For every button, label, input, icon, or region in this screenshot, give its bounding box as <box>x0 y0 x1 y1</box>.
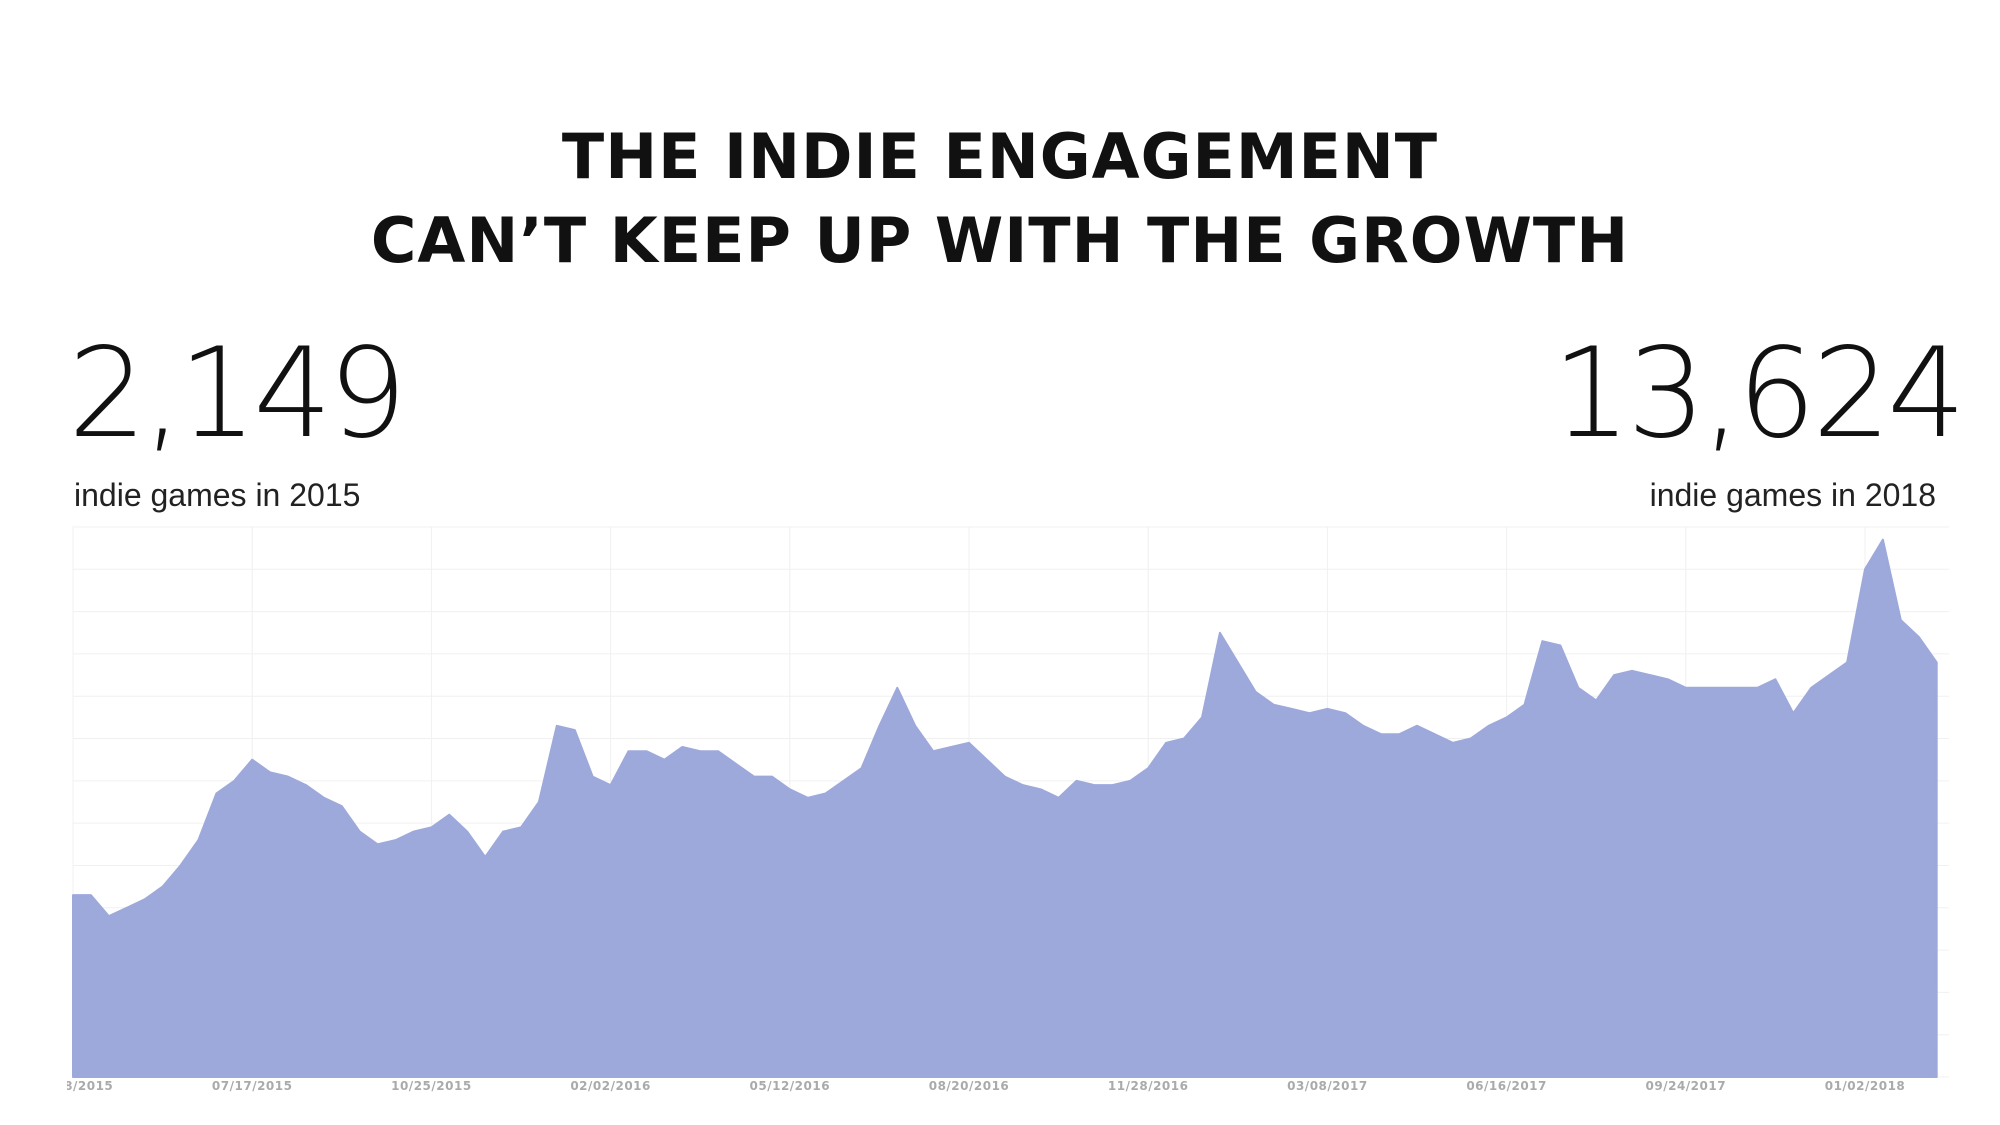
stat-number: 2,149 <box>68 322 403 466</box>
x-axis: 04/08/2015 07/17/2015 10/25/2015 02/02/2016… <box>33 1079 1906 1093</box>
x-tick-label: 09/24/2017 <box>1646 1079 1727 1093</box>
x-tick-label: 05/12/2016 <box>750 1079 831 1093</box>
chart-title: CAN’T KEEP UP WITH THE GROWTH <box>371 204 1629 277</box>
plot <box>72 538 1938 1078</box>
x-tick-label: 02/02/2016 <box>570 1079 651 1093</box>
chart-title: THE INDIE ENGAGEMENT <box>562 120 1438 193</box>
x-tick-label: 01/02/2018 <box>1825 1079 1906 1093</box>
stat-caption: indie games in 2015 <box>74 477 360 513</box>
x-tick-label: 10/25/2015 <box>391 1079 472 1093</box>
stat-caption: indie games in 2018 <box>1650 477 1936 513</box>
x-tick-label: 03/08/2017 <box>1287 1079 1368 1093</box>
x-tick-label: 11/28/2016 <box>1108 1079 1189 1093</box>
x-tick-label: 08/20/2016 <box>929 1079 1010 1093</box>
stat-number: 13,624 <box>1552 322 1962 466</box>
x-tick-label: 07/17/2015 <box>212 1079 293 1093</box>
x-tick-label: 04/08/2015 <box>33 1079 114 1093</box>
area <box>72 538 1938 1078</box>
x-tick-label: 06/16/2017 <box>1466 1079 1547 1093</box>
